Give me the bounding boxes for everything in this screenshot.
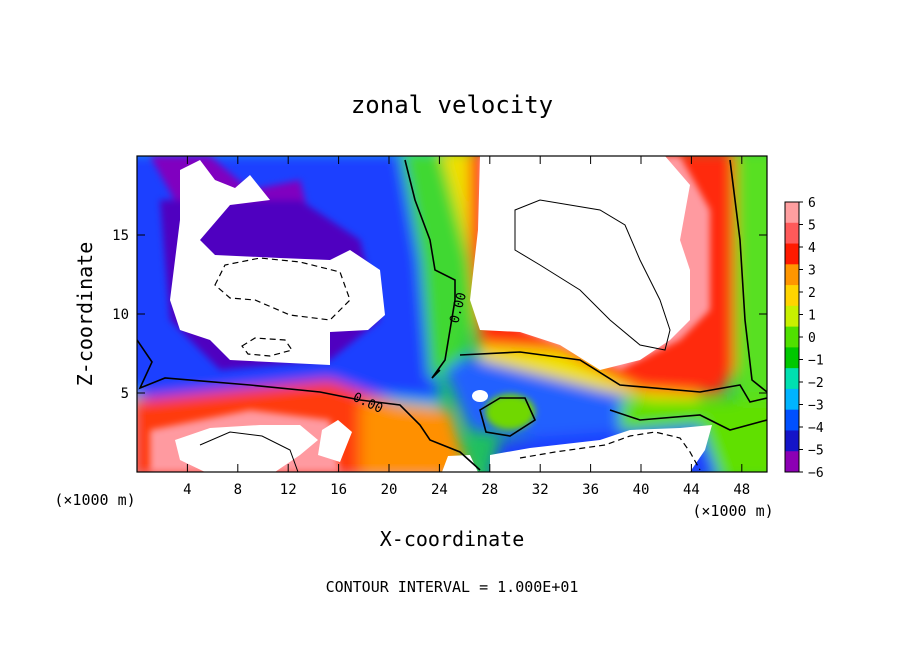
contour-zero-lower-right: [609, 409, 767, 431]
chart-title: zonal velocity: [351, 91, 553, 119]
x-axis-label: X-coordinate: [380, 527, 525, 551]
contour-negative-upper-left: [214, 257, 351, 321]
colorbar-label: −6: [808, 466, 824, 481]
y-axis-label: Z-coordinate: [73, 242, 97, 387]
x-tick-label: 40: [633, 482, 650, 498]
colorbar-label: 5: [808, 219, 816, 234]
contour-negative-lower-right: [519, 431, 701, 471]
colorbar-label: −2: [808, 376, 824, 391]
colorbar-swatch: [785, 368, 799, 390]
x-unit-label-left: (×1000 m): [54, 491, 135, 509]
colorbar-label: −4: [808, 421, 824, 436]
contour-negative-small: [241, 337, 293, 357]
x-tick-label: 16: [330, 482, 347, 498]
x-tick-label: 36: [582, 482, 599, 498]
x-tick-label: 24: [431, 482, 448, 498]
colorbar-label: −5: [808, 444, 824, 459]
colorbar-label: 3: [808, 264, 816, 279]
x-tick-label: 4: [183, 482, 191, 498]
colorbar-swatch: [785, 451, 799, 473]
y-tick-label: 5: [121, 386, 129, 402]
saturated-region-upper-right: [470, 156, 690, 370]
x-tick-label: 44: [683, 482, 700, 498]
contour-zero-centre: [404, 159, 456, 379]
y-tick-label: 10: [112, 307, 129, 323]
colorbar-label: −3: [808, 399, 824, 414]
contour-dashed-lines: [214, 257, 701, 471]
y-axis: 5 10 15: [112, 228, 767, 402]
saturated-region-lower-left-b: [318, 420, 352, 462]
colorbar-swatch: [785, 243, 799, 265]
colorbar-label: 4: [808, 241, 816, 256]
colorbar-label: 0: [808, 331, 816, 346]
colorbar-swatch: [785, 285, 799, 307]
saturated-region-upper-left: [170, 160, 385, 365]
x-unit-label-right: (×1000 m): [692, 502, 773, 520]
colorbar-swatch: [785, 202, 799, 224]
plot-area: [137, 156, 767, 472]
colorbar-label: 2: [808, 286, 816, 301]
saturated-region-lower-right: [490, 425, 712, 472]
contour-zero-bubble: [479, 397, 537, 437]
colorbar-swatch: [785, 347, 799, 369]
contour-zero-left: [137, 339, 481, 471]
colorbar-swatch: [785, 409, 799, 431]
contour-thin-lines: [199, 199, 671, 472]
contour-zero-mid: [459, 351, 767, 403]
colorbar: 6 5 4 3 2 1 0 −1 −2 −3 −4 −5 −6: [784, 196, 824, 481]
contour-interval-note: CONTOUR INTERVAL = 1.000E+01: [326, 578, 579, 596]
x-tick-label: 48: [733, 482, 750, 498]
colorbar-label: 6: [808, 196, 816, 211]
x-tick-label: 28: [481, 482, 498, 498]
field-green-right: [735, 156, 767, 400]
y-tick-label: 15: [112, 228, 129, 244]
colorbar-label: 1: [808, 309, 816, 324]
x-tick-label: 12: [280, 482, 297, 498]
colorbar-swatch: [785, 430, 799, 452]
x-tick-label: 20: [381, 482, 398, 498]
colorbar-label: −1: [808, 354, 824, 369]
contour-lines: [137, 159, 767, 471]
saturated-region-lower-left: [175, 425, 318, 472]
contour-positive-right: [514, 199, 671, 351]
saturated-blob-small: [472, 390, 488, 402]
colorbar-swatch: [785, 222, 799, 245]
contour-zero-right: [729, 159, 767, 393]
x-tick-label: 32: [532, 482, 549, 498]
contour-positive-lower-left: [199, 431, 299, 472]
colorbar-swatch: [785, 388, 799, 411]
colorbar-swatch: [785, 264, 799, 286]
field-orange-lower: [360, 400, 468, 472]
field-green-bubble: [485, 394, 535, 430]
colorbar-swatch: [785, 326, 799, 348]
colorbar-swatch: [785, 305, 799, 328]
x-axis: 4 8 12 16 20 24 28 32 36 40 44 48: [183, 156, 750, 498]
x-tick-label: 8: [234, 482, 242, 498]
